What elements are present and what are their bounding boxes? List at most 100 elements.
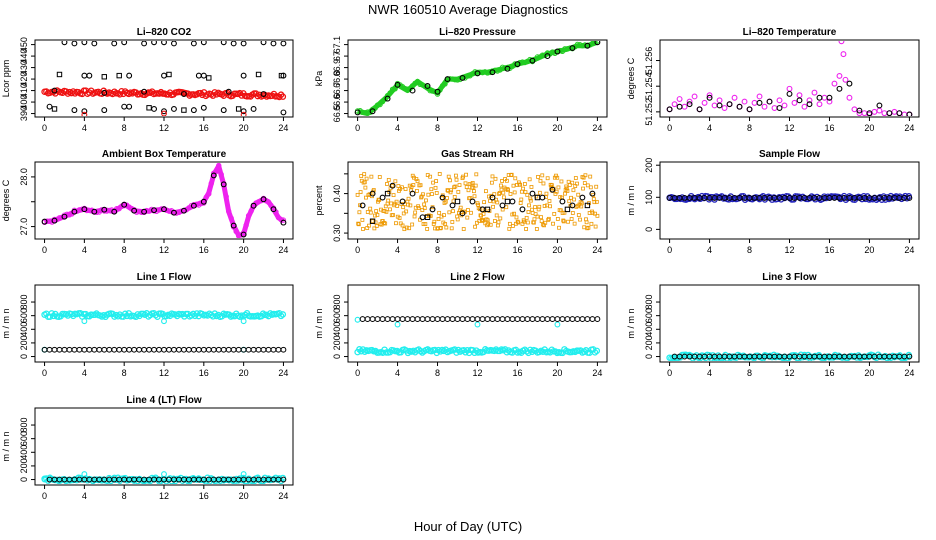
data-point (530, 211, 535, 215)
data-point (511, 183, 516, 188)
data-point (527, 203, 531, 208)
data-point (51, 346, 58, 353)
data-point (434, 316, 441, 322)
data-point (220, 346, 227, 353)
y-tick-label: 450 (19, 37, 29, 52)
x-tick-label: 0 (667, 368, 672, 378)
data-point (561, 218, 566, 223)
data-point (565, 189, 570, 193)
data-point (474, 316, 481, 322)
x-tick-label: 8 (122, 245, 127, 255)
figure-title: NWR 160510 Average Diagnostics (368, 2, 568, 17)
data-point (454, 198, 461, 205)
data-point (450, 220, 455, 224)
data-point (826, 94, 833, 101)
data-point (220, 107, 227, 114)
x-tick-label: 4 (82, 123, 87, 133)
data-point (542, 204, 547, 208)
data-point (121, 41, 128, 46)
data-point (389, 316, 396, 322)
series-black (46, 476, 287, 483)
data-point (368, 206, 373, 211)
data-point (407, 226, 412, 231)
data-point (255, 346, 262, 353)
data-point (538, 178, 543, 183)
data-point (171, 209, 177, 216)
data-point (278, 72, 285, 79)
x-tick-label: 16 (199, 368, 209, 378)
data-point (230, 346, 237, 353)
data-point (425, 227, 430, 231)
data-point (429, 316, 436, 322)
plot-area (355, 172, 600, 232)
data-point (494, 213, 499, 218)
series-noise (666, 41, 913, 116)
x-tick-label: 24 (904, 245, 914, 255)
data-point (66, 346, 73, 353)
data-point (549, 316, 556, 322)
data-point (454, 177, 459, 182)
data-point (389, 86, 396, 92)
data-point (567, 45, 573, 51)
data-point (906, 353, 913, 360)
x-tick-label: 8 (435, 245, 440, 255)
data-point (394, 221, 398, 226)
data-point (181, 107, 187, 113)
data-point (410, 222, 415, 227)
series-markers (41, 172, 287, 238)
data-point (390, 184, 395, 188)
data-point (721, 105, 728, 111)
data-point (584, 316, 591, 322)
y-tick-label: 200 (644, 335, 654, 350)
data-point (392, 86, 398, 92)
data-point (406, 196, 411, 201)
data-point (429, 206, 436, 213)
data-point (161, 41, 167, 46)
data-point (711, 102, 718, 109)
y-tick-label: 400 (644, 322, 654, 337)
x-tick-label: 20 (239, 245, 249, 255)
data-point (469, 210, 473, 215)
data-point (539, 215, 543, 220)
data-point (235, 233, 242, 238)
data-point (374, 209, 379, 214)
data-point (61, 213, 68, 220)
x-tick-label: 8 (435, 123, 440, 133)
y-tick-label: 800 (644, 295, 654, 310)
data-point (151, 346, 157, 353)
data-point (116, 346, 123, 353)
data-point (726, 101, 733, 108)
data-point (474, 70, 481, 77)
data-point (141, 346, 147, 353)
data-point (529, 190, 536, 197)
series-markers (666, 195, 913, 201)
data-point (534, 194, 541, 201)
series-noise (355, 172, 600, 232)
data-point (866, 110, 873, 116)
y-tick-label: 440 (19, 49, 29, 64)
data-point (459, 316, 466, 322)
data-point (404, 86, 411, 92)
data-point (569, 195, 573, 200)
data-point (374, 224, 379, 228)
data-point (230, 41, 237, 47)
y-tick-label: 600 (19, 431, 29, 446)
data-point (562, 210, 567, 215)
panel-title: Ambient Box Temperature (102, 149, 227, 160)
data-point (484, 316, 491, 322)
data-point (836, 85, 843, 92)
x-tick-label: 12 (472, 368, 482, 378)
data-point (498, 216, 503, 221)
data-point (240, 346, 247, 353)
data-point (529, 316, 536, 322)
data-point (557, 225, 561, 230)
series-cyan (666, 351, 913, 361)
panel-line4: Line 4 (LT) Flow m / m n 0 4 8 12 16 20 24 0 20040… (1, 395, 294, 501)
data-point (364, 195, 368, 200)
data-point (428, 174, 433, 179)
data-point (474, 321, 481, 328)
data-point (178, 208, 185, 214)
data-point (716, 102, 723, 109)
data-point (459, 210, 466, 217)
data-point (431, 180, 436, 185)
